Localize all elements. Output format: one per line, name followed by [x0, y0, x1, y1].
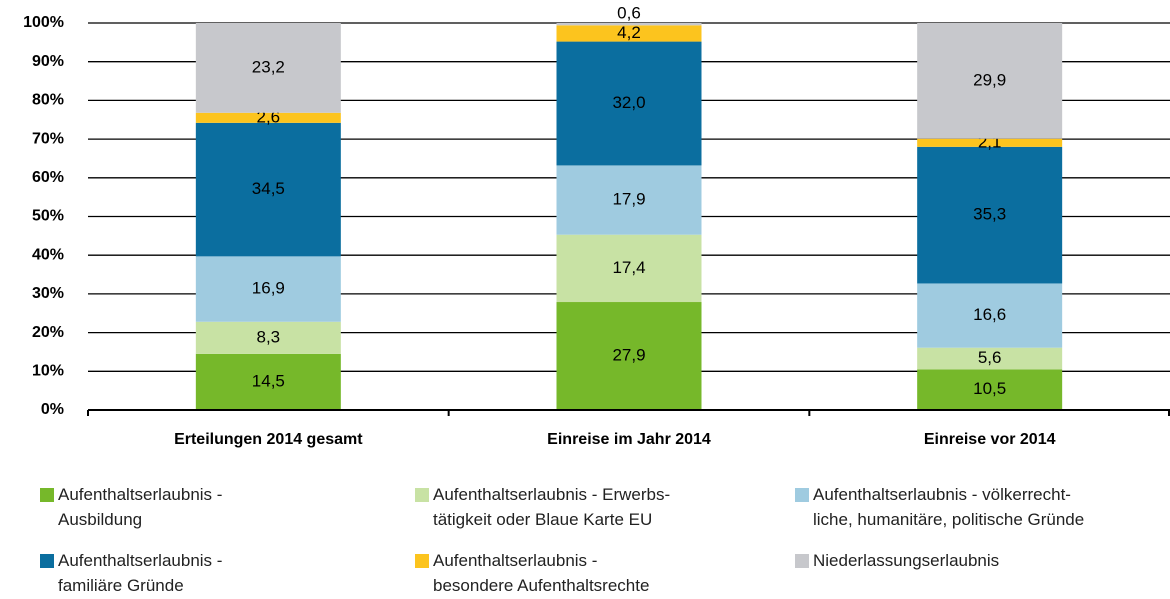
legend-swatch — [415, 554, 429, 568]
bar-segment — [195, 321, 341, 354]
legend-swatch — [795, 488, 809, 502]
bar-segment — [195, 23, 341, 113]
x-tick-label: Erteilungen 2014 gesamt — [174, 431, 363, 448]
y-tick-label: 80% — [32, 92, 64, 109]
data-label: 16,9 — [252, 279, 285, 298]
y-tick-label: 70% — [32, 130, 64, 147]
bar-segment — [556, 234, 702, 303]
y-tick-label: 0% — [41, 401, 64, 418]
data-label: 34,5 — [252, 179, 285, 198]
bar-segment — [195, 122, 341, 257]
bar-segment — [556, 41, 702, 166]
y-tick-label: 100% — [23, 14, 64, 31]
bar-segment — [917, 283, 1063, 348]
bar-segment — [556, 302, 702, 410]
legend-item: Niederlassungserlaubnis — [795, 548, 1170, 598]
bar-segment — [556, 165, 702, 235]
bar-segment — [917, 347, 1063, 370]
bar-segment — [917, 369, 1063, 410]
legend-swatch — [40, 488, 54, 502]
data-label: 23,2 — [252, 57, 285, 76]
bar-segment — [556, 25, 702, 42]
legend-item: Aufenthaltserlaubnis - Ausbildung — [40, 482, 415, 532]
legend: Aufenthaltserlaubnis - Ausbildung Aufenth… — [40, 482, 1170, 598]
data-label: 17,4 — [612, 258, 645, 277]
y-tick-label: 50% — [32, 208, 64, 225]
bar-segment — [917, 23, 1063, 139]
legend-item: Aufenthaltserlaubnis - besondere Aufenth… — [415, 548, 795, 598]
legend-label: Niederlassungserlaubnis — [813, 551, 1000, 570]
y-tick-label: 10% — [32, 363, 64, 380]
legend-label: Aufenthaltserlaubnis - besondere Aufenth… — [433, 551, 650, 595]
legend-swatch — [795, 554, 809, 568]
y-tick-label: 20% — [32, 324, 64, 341]
bar-segment — [195, 112, 341, 123]
data-label: 29,9 — [973, 70, 1006, 89]
legend-label: Aufenthaltserlaubnis - völkerrecht- lich… — [813, 485, 1085, 529]
legend-item: Aufenthaltserlaubnis - familiäre Gründe — [40, 548, 415, 598]
legend-label: Aufenthaltserlaubnis - Ausbildung — [58, 485, 223, 529]
legend-swatch — [40, 554, 54, 568]
legend-item: Aufenthaltserlaubnis - Erwerbs- tätigkei… — [415, 482, 795, 532]
data-label: 8,3 — [257, 327, 281, 346]
x-tick-label: Einreise im Jahr 2014 — [547, 431, 711, 448]
y-tick-label: 40% — [32, 246, 64, 263]
y-tick-label: 90% — [32, 53, 64, 70]
legend-label: Aufenthaltserlaubnis - familiäre Gründe — [58, 551, 223, 595]
data-label: 10,5 — [973, 379, 1006, 398]
bar-segment — [556, 23, 702, 26]
data-label: 32,0 — [612, 93, 645, 112]
bar-segment — [917, 146, 1063, 284]
y-tick-label: 60% — [32, 169, 64, 186]
bar-segment — [195, 256, 341, 322]
bar-segment — [917, 138, 1063, 147]
chart: 0% 10% 20% 30% 40% 50% 60% 70% 80% 90% 100% Erteilu… — [23, 3, 1170, 448]
data-label: 17,9 — [612, 190, 645, 209]
legend-swatch — [415, 488, 429, 502]
bar-segment — [195, 353, 341, 410]
data-label: 5,6 — [978, 348, 1002, 367]
y-tick-label: 30% — [32, 285, 64, 302]
data-label: 35,3 — [973, 205, 1006, 224]
x-tick-label: Einreise vor 2014 — [924, 431, 1056, 448]
data-label: 27,9 — [612, 345, 645, 364]
legend-item: Aufenthaltserlaubnis - völkerrecht- lich… — [795, 482, 1170, 532]
legend-label: Aufenthaltserlaubnis - Erwerbs- tätigkei… — [433, 485, 671, 529]
data-label: 4,2 — [617, 23, 641, 42]
data-label: 0,6 — [617, 3, 641, 22]
data-label: 14,5 — [252, 371, 285, 390]
data-label: 16,6 — [973, 305, 1006, 324]
